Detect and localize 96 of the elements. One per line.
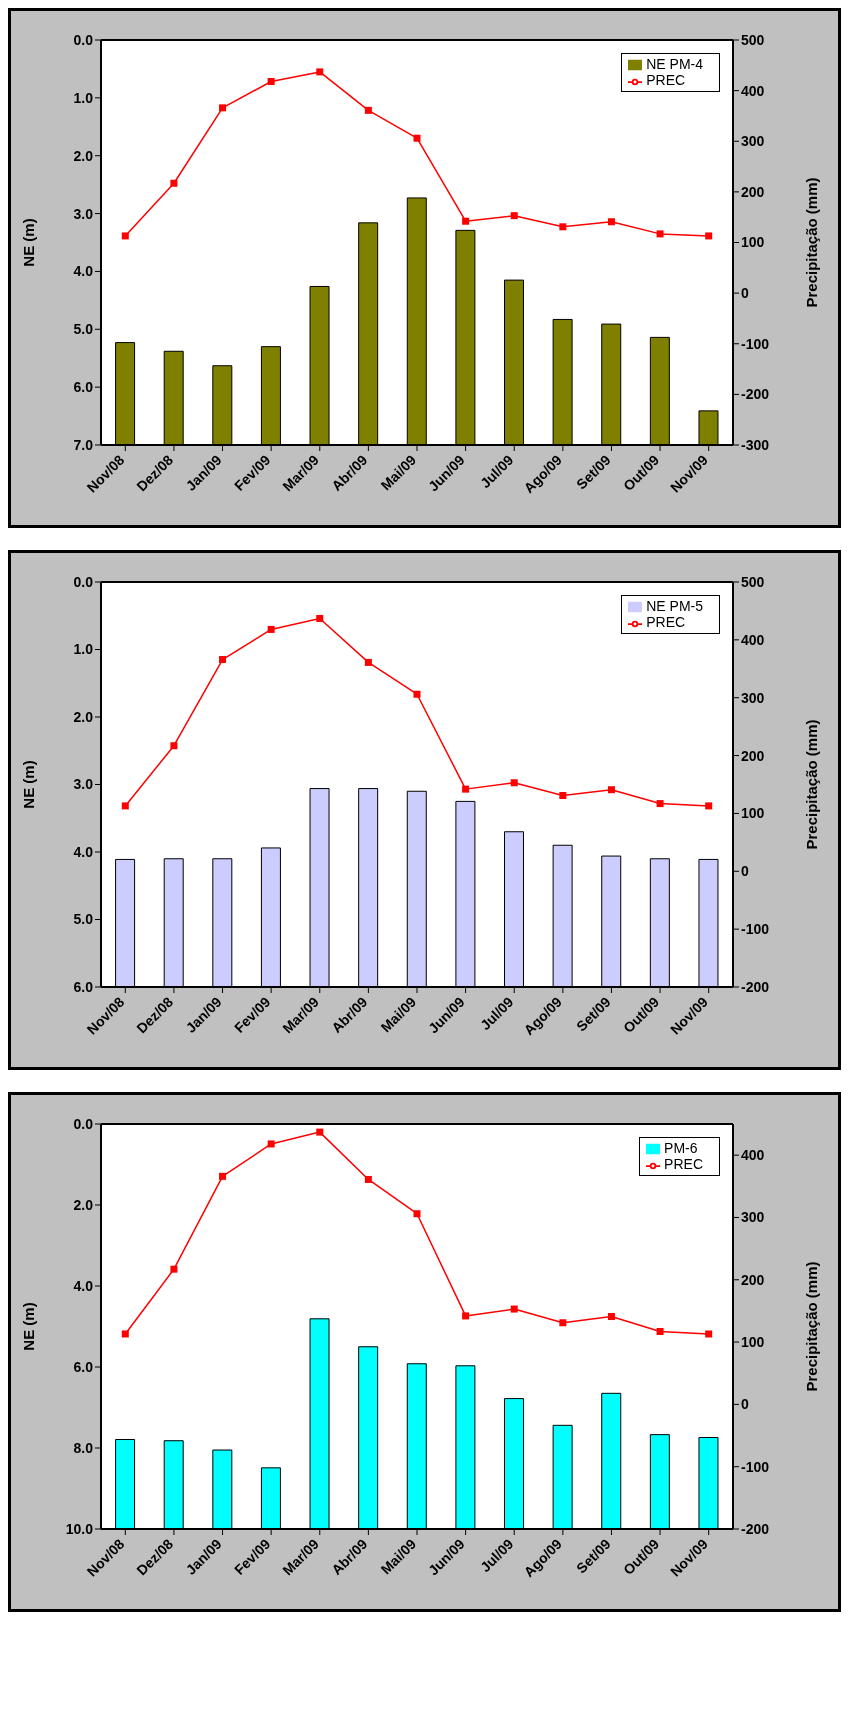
point: [267, 625, 275, 633]
y2-tick-label: 400: [741, 1147, 765, 1164]
y-tick-label: 4.0: [73, 843, 94, 860]
point: [413, 690, 421, 698]
y2-tick-label: -100: [741, 335, 770, 352]
y-tick-label: 0.0: [73, 31, 94, 48]
point: [462, 785, 470, 793]
point: [462, 217, 470, 225]
y-tick-label: 2.0: [73, 147, 94, 164]
y2-tick-label: 100: [741, 805, 765, 822]
y-axis-title: NE (m): [20, 218, 38, 267]
y-tick-label: 1.0: [73, 89, 94, 106]
point: [705, 1330, 713, 1338]
legend-label: PREC: [646, 72, 686, 89]
point: [364, 1175, 372, 1183]
y-tick-label: 6.0: [73, 1358, 94, 1375]
point: [170, 179, 178, 187]
point: [121, 232, 129, 240]
y-tick-label: 6.0: [73, 379, 94, 396]
y2-tick-label: 300: [741, 133, 765, 150]
y2-tick-label: -200: [741, 1520, 770, 1537]
point: [656, 230, 664, 238]
y2-tick-label: 400: [741, 82, 765, 99]
point: [413, 134, 421, 142]
y-tick-label: 10.0: [65, 1520, 94, 1537]
y-tick-label: 8.0: [73, 1439, 94, 1456]
point: [607, 786, 615, 794]
point: [364, 658, 372, 666]
y2-tick-label: -100: [741, 1458, 770, 1475]
y2-tick-label: 200: [741, 747, 765, 764]
point: [219, 104, 227, 112]
y-tick-label: 2.0: [73, 708, 94, 725]
point: [705, 232, 713, 240]
y-tick-label: 0.0: [73, 573, 94, 590]
point: [656, 1327, 664, 1335]
y2-tick-label: 0: [741, 863, 749, 880]
y2-axis-title: Precipitação (mm): [803, 177, 821, 308]
y-axis-title: NE (m): [20, 760, 38, 809]
y-tick-label: 7.0: [73, 436, 94, 453]
y2-tick-label: 400: [741, 631, 765, 648]
y2-tick-label: 300: [741, 1209, 765, 1226]
legend-label: NE PM-4: [646, 56, 703, 72]
point: [219, 656, 227, 664]
point: [559, 1319, 567, 1327]
y2-tick-label: 500: [741, 573, 765, 590]
y-tick-label: 6.0: [73, 978, 94, 995]
point: [316, 1128, 324, 1136]
y2-tick-label: -200: [741, 386, 770, 403]
y2-axis-title: Precipitação (mm): [803, 719, 821, 850]
y2-tick-label: 300: [741, 689, 765, 706]
legend-label: NE PM-5: [646, 598, 703, 614]
point: [510, 779, 518, 787]
y2-tick-label: 500: [741, 31, 765, 48]
y2-tick-label: 100: [741, 234, 765, 251]
y2-axis-title: Precipitação (mm): [803, 1261, 821, 1392]
point: [316, 68, 324, 76]
point: [705, 802, 713, 810]
y-tick-label: 0.0: [73, 1115, 94, 1132]
point: [559, 791, 567, 799]
y-tick-label: 2.0: [73, 1196, 94, 1213]
y-tick-label: 5.0: [73, 321, 94, 338]
y2-tick-label: -300: [741, 436, 770, 453]
y2-tick-label: 0: [741, 285, 749, 302]
y2-tick-label: 100: [741, 1334, 765, 1351]
y-tick-label: 3.0: [73, 205, 94, 222]
y-tick-label: 1.0: [73, 641, 94, 658]
y-tick-label: 4.0: [73, 1277, 94, 1294]
y2-tick-label: 200: [741, 1271, 765, 1288]
point: [656, 800, 664, 808]
legend-label: PM-6: [664, 1140, 698, 1156]
y-axis-title: NE (m): [20, 1302, 38, 1351]
point: [510, 212, 518, 220]
legend-label: PREC: [646, 614, 686, 631]
point: [267, 78, 275, 86]
point: [510, 1305, 518, 1313]
y-tick-label: 5.0: [73, 911, 94, 928]
y-tick-label: 4.0: [73, 263, 94, 280]
y2-tick-label: 200: [741, 183, 765, 200]
y2-tick-label: -100: [741, 921, 770, 938]
point: [462, 1312, 470, 1320]
y-tick-label: 3.0: [73, 776, 94, 793]
point: [219, 1172, 227, 1180]
point: [559, 223, 567, 231]
point: [607, 1313, 615, 1321]
point: [364, 106, 372, 114]
point: [267, 1140, 275, 1148]
point: [316, 614, 324, 622]
y2-tick-label: 0: [741, 1396, 749, 1413]
point: [170, 742, 178, 750]
legend-label: PREC: [664, 1156, 703, 1173]
point: [413, 1210, 421, 1218]
y2-tick-label: -200: [741, 978, 770, 995]
point: [607, 218, 615, 226]
point: [170, 1265, 178, 1273]
point: [121, 1330, 129, 1338]
point: [121, 802, 129, 810]
